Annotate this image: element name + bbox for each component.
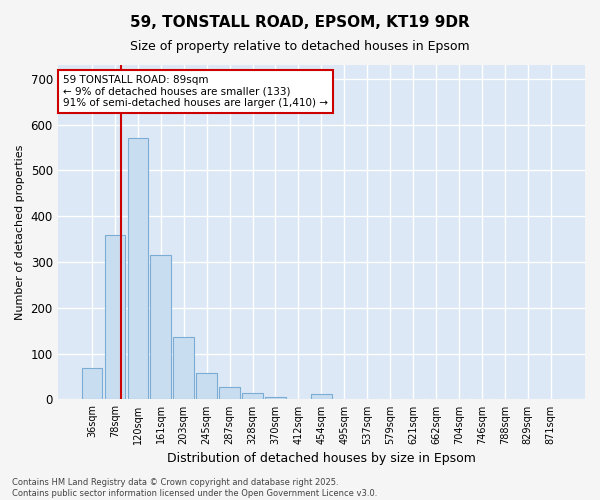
X-axis label: Distribution of detached houses by size in Epsom: Distribution of detached houses by size … xyxy=(167,452,476,465)
Bar xyxy=(219,387,240,400)
Bar xyxy=(196,374,217,400)
Bar xyxy=(242,394,263,400)
Text: Size of property relative to detached houses in Epsom: Size of property relative to detached ho… xyxy=(130,40,470,53)
Bar xyxy=(265,397,286,400)
Text: Contains HM Land Registry data © Crown copyright and database right 2025.
Contai: Contains HM Land Registry data © Crown c… xyxy=(12,478,377,498)
Y-axis label: Number of detached properties: Number of detached properties xyxy=(15,144,25,320)
Bar xyxy=(173,337,194,400)
Text: 59, TONSTALL ROAD, EPSOM, KT19 9DR: 59, TONSTALL ROAD, EPSOM, KT19 9DR xyxy=(130,15,470,30)
Bar xyxy=(151,255,171,400)
Bar xyxy=(311,394,332,400)
Bar xyxy=(82,368,102,400)
Bar xyxy=(128,138,148,400)
Bar xyxy=(104,236,125,400)
Text: 59 TONSTALL ROAD: 89sqm
← 9% of detached houses are smaller (133)
91% of semi-de: 59 TONSTALL ROAD: 89sqm ← 9% of detached… xyxy=(63,75,328,108)
